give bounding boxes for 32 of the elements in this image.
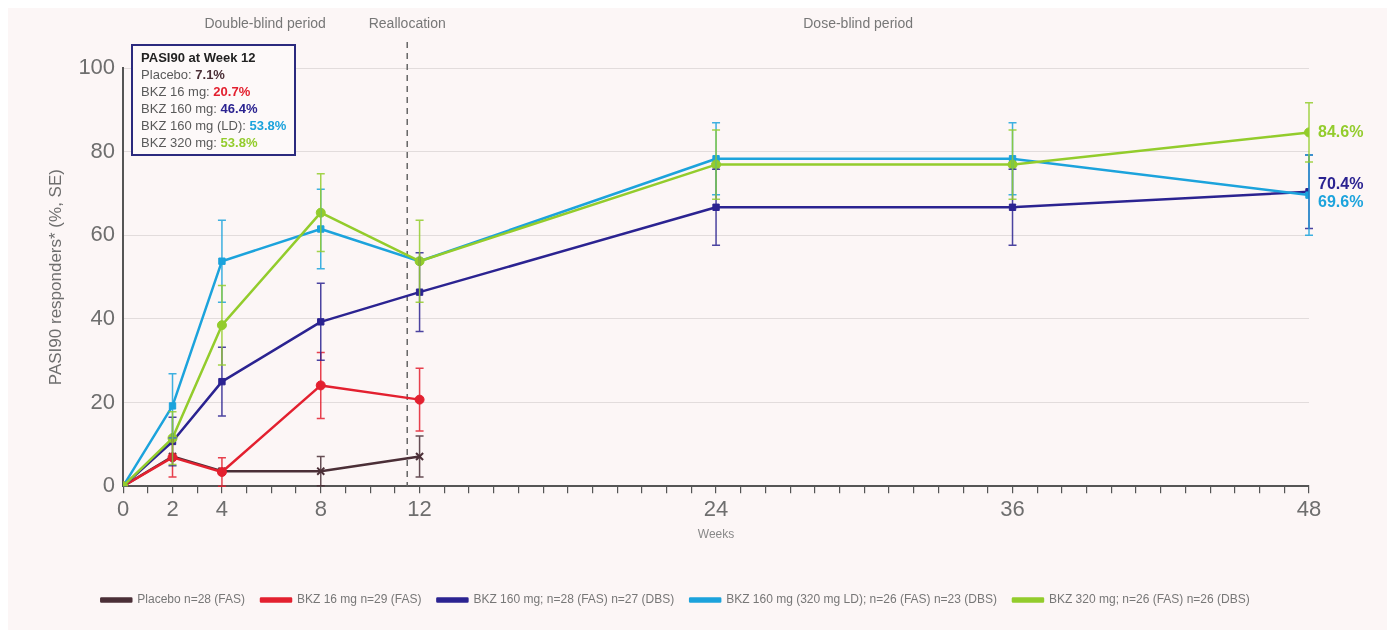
annotation: BKZ 320 mg: 53.8% bbox=[141, 135, 258, 150]
legend-label: Placebo n=28 (FAS) bbox=[137, 592, 246, 607]
y-tick-label: 20 bbox=[90, 388, 116, 414]
data-label: 84.6% bbox=[1318, 122, 1364, 140]
legend-label: BKZ 160 mg (320 mg LD); n=26 (FAS) n=23 (DBS) bbox=[726, 592, 997, 607]
y-tick-label: 40 bbox=[90, 304, 116, 330]
x-axis-title: Weeks bbox=[697, 527, 735, 542]
annotation: BKZ 160 mg: 46.4% bbox=[141, 101, 258, 116]
ref-line-label: Reallocation bbox=[368, 14, 446, 31]
y-tick-label: 0 bbox=[102, 472, 116, 498]
y-tick-label: 80 bbox=[90, 137, 116, 163]
annotation: BKZ 16 mg: 20.7% bbox=[141, 84, 251, 99]
text: PASI90 at Week 12 bbox=[141, 50, 256, 65]
text: Double-blind period bbox=[204, 14, 326, 31]
x-tick-label: 12 bbox=[407, 496, 432, 522]
text: Dose-blind period bbox=[803, 14, 913, 31]
legend-label: BKZ 160 mg; n=28 (FAS) n=27 (DBS) bbox=[473, 592, 675, 607]
y-tick-label: 100 bbox=[78, 54, 116, 80]
annotation: BKZ 160 mg (LD): 53.8% bbox=[141, 118, 287, 133]
legend-label: BKZ 320 mg; n=26 (FAS) n=26 (DBS) bbox=[1048, 592, 1250, 607]
data-label: 70.4% bbox=[1318, 174, 1364, 192]
annotation: Placebo: 7.1% bbox=[141, 67, 225, 82]
x-tick-label: 36 bbox=[1000, 496, 1025, 522]
x-tick-label: 2 bbox=[166, 496, 179, 522]
y-tick-label: 60 bbox=[90, 221, 116, 247]
x-tick-label: 48 bbox=[1296, 496, 1322, 522]
y-axis-title: PASI90 responders* (%, SE) bbox=[45, 169, 65, 386]
x-tick-label: 8 bbox=[314, 496, 327, 522]
x-tick-label: 4 bbox=[215, 496, 229, 522]
x-tick-label: 24 bbox=[703, 496, 729, 522]
legend-label: BKZ 16 mg n=29 (FAS) bbox=[297, 592, 422, 607]
data-label: 69.6% bbox=[1318, 192, 1364, 210]
